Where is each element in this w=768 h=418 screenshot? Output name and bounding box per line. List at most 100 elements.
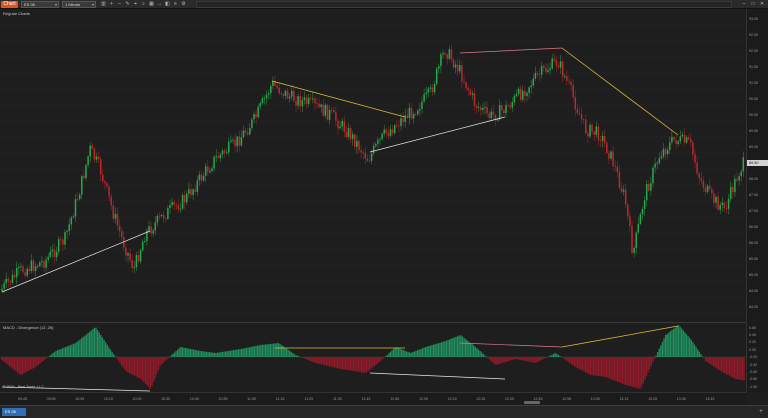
macd-histogram-bar [189, 348, 192, 357]
arrow-icon[interactable]: ↔ [157, 1, 162, 7]
bars-icon[interactable]: ▥ [101, 1, 106, 7]
macd-histogram-bar [711, 357, 713, 366]
macd-histogram-bar [450, 338, 452, 357]
candle-body [242, 130, 245, 137]
chart-badge[interactable]: Chart [1, 1, 18, 8]
macd-histogram-bar [77, 340, 80, 357]
macd-histogram-bar [108, 347, 110, 357]
candle-body [622, 189, 625, 192]
candle-body [612, 151, 614, 167]
macd-histogram-bar [668, 332, 670, 357]
candle-body [566, 76, 568, 81]
candle-body [648, 183, 650, 191]
interval-select[interactable]: 1 Minute ▾ [62, 1, 96, 8]
candle-body [51, 249, 54, 252]
macd-histogram-bar [194, 349, 196, 357]
crosshair-icon[interactable]: ⌖ [134, 1, 137, 7]
candle-body [215, 155, 217, 157]
list-icon[interactable]: ≡ [174, 1, 177, 7]
macd-histogram-bar [162, 357, 164, 363]
macd-histogram-bar [217, 352, 219, 357]
candle-body [461, 65, 463, 82]
pencil-icon[interactable]: ✎ [125, 1, 130, 7]
macd-histogram-bar [340, 357, 342, 370]
candle-body [419, 108, 421, 111]
macd-histogram-bar [529, 357, 531, 362]
macd-axis-label: -0.40 [749, 362, 758, 367]
candle-body [561, 61, 564, 77]
tab-es-06[interactable]: ES 06 [2, 408, 26, 416]
price-chart-canvas[interactable] [0, 9, 746, 321]
candle-body [99, 159, 102, 175]
price-panel[interactable]: Regular Charts [0, 9, 746, 321]
candle-body [204, 166, 207, 176]
candle-body [3, 283, 5, 289]
macd-histogram-bar [181, 347, 184, 357]
macd-chart-canvas[interactable] [0, 323, 746, 393]
macd-histogram-bar [445, 340, 448, 357]
minus-icon[interactable]: – [118, 1, 121, 7]
candle-body [83, 175, 85, 179]
candle-body [490, 111, 493, 119]
macd-histogram-bar [269, 343, 272, 357]
macd-histogram-bar [277, 343, 280, 357]
candle-body [240, 136, 243, 146]
macd-histogram-bar [609, 357, 611, 379]
candle-body [599, 140, 602, 141]
close-icon[interactable]: ✕ [759, 1, 765, 7]
add-tab-icon[interactable]: + [759, 409, 763, 415]
candle-body [236, 136, 238, 147]
candle-body [91, 145, 94, 149]
macd-histogram-bar [87, 333, 89, 357]
macd-histogram-bar [460, 335, 462, 357]
instrument-select[interactable]: ES 06 ▾ [21, 1, 59, 8]
maximize-icon[interactable]: □ [751, 1, 755, 7]
time-axis[interactable]: 09:45 09:55 10:05 10:15 10:25 10:35 10:45 10:55… [0, 392, 746, 404]
candle-body [404, 115, 406, 123]
macd-histogram-bar [317, 357, 320, 364]
grid-icon[interactable]: ▦ [149, 1, 154, 7]
plus-icon[interactable]: + [110, 1, 113, 7]
macd-histogram-bar [407, 351, 409, 357]
candle-body [18, 266, 20, 269]
candle-body [429, 87, 432, 89]
candle-body [725, 208, 728, 210]
macd-histogram-bar [554, 353, 556, 357]
candle-body [385, 129, 388, 134]
candle-body [95, 156, 98, 160]
properties-icon[interactable]: ⚙ [181, 1, 186, 7]
candle-body [522, 90, 524, 100]
macd-histogram-bar [706, 357, 708, 363]
macd-histogram-bar [12, 357, 14, 369]
macd-histogram-bar [114, 356, 116, 357]
macd-histogram-bar [215, 352, 217, 357]
macd-histogram-bar [309, 357, 312, 361]
zoom-icon[interactable]: ⌕ [142, 1, 145, 7]
macd-histogram-bar [442, 341, 444, 357]
candle-body [288, 96, 291, 99]
macd-histogram-bar [485, 356, 488, 358]
price-axis[interactable]: 93.00 92.50 92.00 91.50 91.00 90.50 90.00 89.50… [746, 9, 768, 321]
macd-panel[interactable]: MACD - Divergence (12, 26) © 2024 - Real… [0, 322, 746, 392]
macd-histogram-bar [327, 357, 329, 366]
macd-histogram-bar [100, 335, 102, 357]
macd-histogram-bar [121, 357, 123, 366]
candle-body [270, 85, 272, 94]
camera-icon[interactable]: ◧ [165, 1, 170, 7]
toolbar-search-field[interactable] [196, 1, 732, 8]
macd-axis[interactable]: 0.60 0.40 0.20 0.00 -0.20 -0.40 -0.60 -0.80 -1.0… [746, 322, 768, 392]
macd-histogram-bar [140, 357, 142, 380]
time-scrollbar-thumb[interactable] [524, 401, 540, 404]
candle-body [291, 90, 293, 97]
macd-histogram-bar [41, 357, 43, 363]
macd-histogram-bar [391, 350, 393, 357]
macd-histogram-bar [500, 357, 502, 364]
candle-body [377, 139, 379, 144]
candle-body [196, 180, 199, 192]
time-axis-label: 10:25 [132, 397, 142, 401]
minimize-icon[interactable]: – [742, 1, 746, 7]
candle-body [364, 153, 367, 159]
macd-histogram-bar [303, 357, 305, 359]
macd-histogram-bar [37, 357, 40, 365]
price-axis-label: 85.50 [749, 257, 758, 261]
